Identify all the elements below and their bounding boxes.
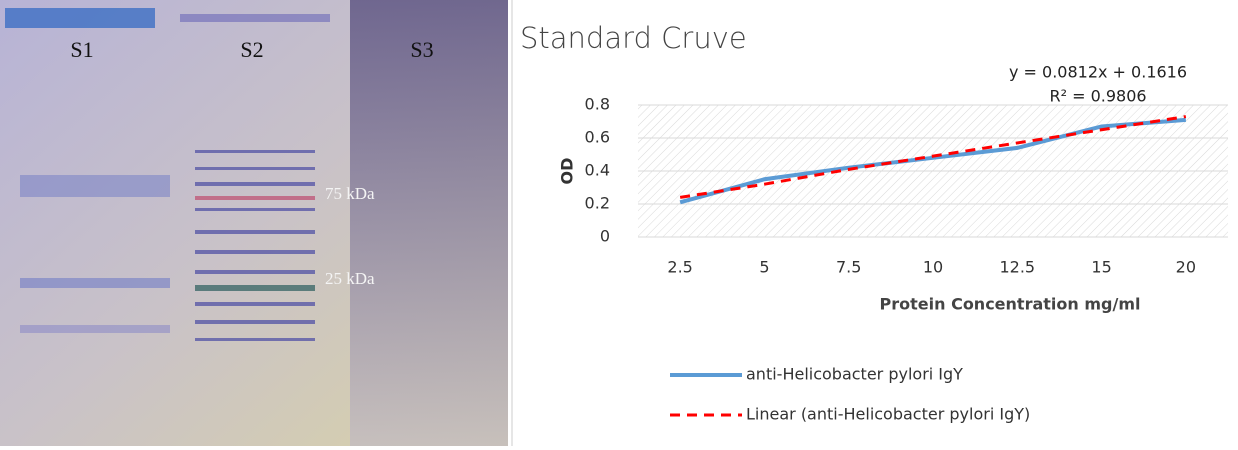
x-tick-label: 12.5	[999, 258, 1035, 277]
lane-label: S2	[240, 37, 263, 62]
trend-r2: R² = 0.9806	[1049, 87, 1146, 106]
marker-label: 75 kDa	[325, 184, 375, 203]
gel-lane-dark	[350, 0, 508, 446]
gel-image: S1 S2 S3 75 kDa 25 kDa	[0, 0, 508, 446]
gel-well	[5, 8, 155, 28]
y-tick-label: 0.4	[585, 161, 610, 180]
x-tick-label: 5	[759, 258, 769, 277]
chart-title: Standard Cruve	[520, 21, 747, 55]
series-line	[679, 117, 1187, 205]
gel-band	[20, 325, 170, 333]
x-tick-label: 10	[923, 258, 943, 277]
ladder	[195, 150, 315, 341]
lane-label: S3	[410, 37, 433, 62]
gel-band	[20, 278, 170, 288]
lane-label: S1	[70, 37, 93, 62]
y-tick-label: 0.6	[585, 128, 610, 147]
marker-label: 25 kDa	[325, 269, 375, 288]
gel-well	[180, 14, 330, 22]
gel-band	[20, 175, 170, 197]
legend-label: anti-Helicobacter pylori IgY	[746, 365, 963, 384]
x-tick-label: 20	[1176, 258, 1196, 277]
y-tick-label: 0.8	[585, 95, 610, 114]
legend-label: Linear (anti-Helicobacter pylori IgY)	[746, 405, 1030, 424]
series-line	[679, 115, 1187, 199]
x-tick-label: 7.5	[836, 258, 861, 277]
chart: Standard Cruve y = 0.0812x + 0.1616 R² =…	[520, 21, 1187, 314]
trend-equation: y = 0.0812x + 0.1616	[1009, 63, 1187, 82]
x-axis-label: Protein Concentration mg/ml	[880, 295, 1141, 314]
y-axis-label: OD	[558, 158, 577, 185]
x-tick-label: 15	[1091, 258, 1111, 277]
y-tick-label: 0.2	[585, 194, 610, 213]
y-tick-label: 0	[600, 227, 610, 246]
x-tick-label: 2.5	[667, 258, 692, 277]
